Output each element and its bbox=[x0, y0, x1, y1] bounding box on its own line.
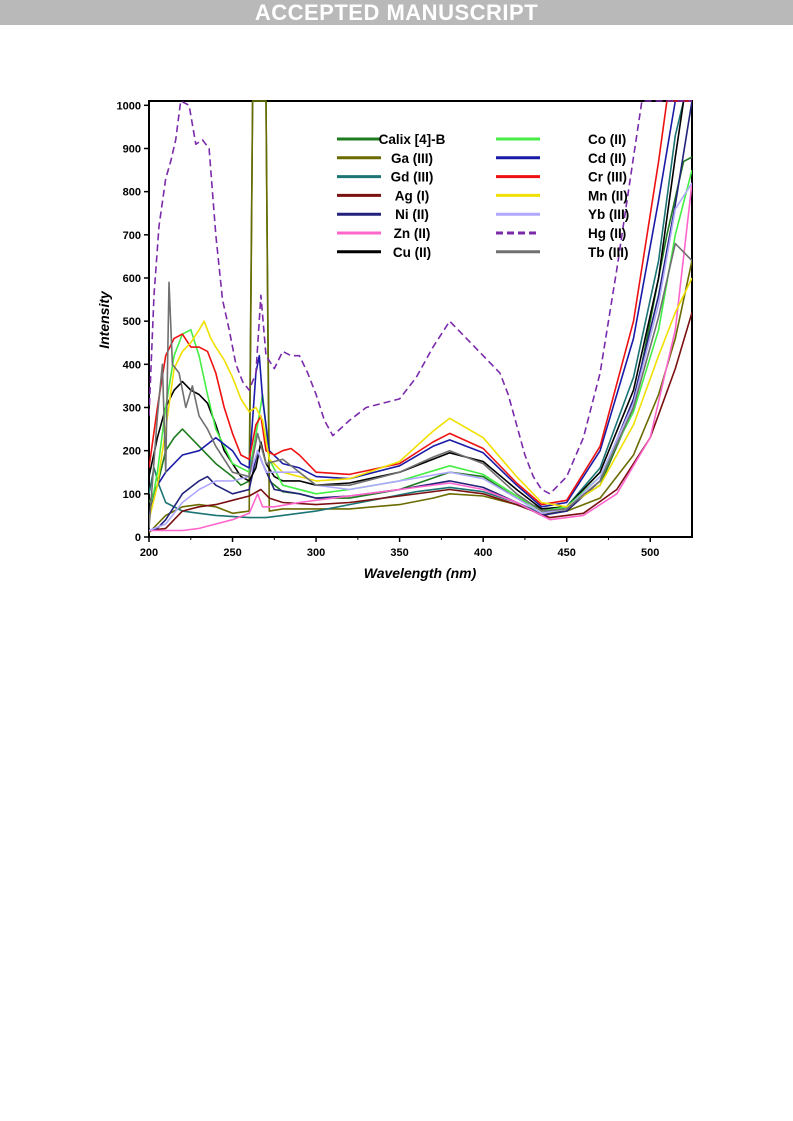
series-line bbox=[149, 182, 692, 532]
legend-label: Ga (III) bbox=[391, 151, 433, 166]
y-tick-label: 0 bbox=[135, 532, 141, 544]
x-tick-label: 500 bbox=[641, 547, 659, 559]
legend-label: Mn (II) bbox=[588, 188, 628, 203]
plot-frame bbox=[148, 100, 693, 538]
legend-label: Yb (III) bbox=[588, 207, 629, 222]
x-tick-label: 200 bbox=[140, 547, 158, 559]
accepted-manuscript-banner: ACCEPTED MANUSCRIPT bbox=[0, 0, 793, 25]
intensity-wavelength-chart: 200 250 300 350 400 450 500 0 100 200 300 400 500 60… bbox=[96, 100, 693, 581]
legend-label: Cu (II) bbox=[393, 245, 431, 260]
legend-label: Cr (III) bbox=[588, 170, 627, 185]
y-tick-label: 500 bbox=[123, 316, 141, 328]
legend-label: Cd (II) bbox=[588, 151, 626, 166]
legend-label: Zn (II) bbox=[394, 226, 431, 241]
series-line bbox=[149, 182, 692, 532]
legend-label: Co (II) bbox=[588, 132, 626, 147]
y-tick-label: 600 bbox=[123, 273, 141, 285]
y-tick-label: 100 bbox=[123, 489, 141, 501]
y-tick-label: 800 bbox=[123, 187, 141, 199]
y-tick-label: 1000 bbox=[117, 100, 141, 112]
series-line bbox=[149, 100, 692, 495]
legend-label: Hg (II) bbox=[588, 226, 626, 241]
legend-label: Ni (II) bbox=[395, 207, 429, 222]
series-line bbox=[149, 100, 692, 506]
x-tick-label: 350 bbox=[390, 547, 408, 559]
y-tick-label: 900 bbox=[123, 143, 141, 155]
legend-label: Ag (I) bbox=[395, 188, 430, 203]
x-tick-label: 250 bbox=[223, 547, 241, 559]
x-tick-label: 400 bbox=[474, 547, 492, 559]
x-tick-label: 450 bbox=[558, 547, 576, 559]
series-line bbox=[149, 100, 692, 534]
y-tick-label: 400 bbox=[123, 359, 141, 371]
y-axis-label: Intensity bbox=[96, 290, 112, 349]
legend-label: Calix [4]-B bbox=[379, 132, 446, 147]
y-tick-label: 200 bbox=[123, 446, 141, 458]
x-axis-label: Wavelength (nm) bbox=[364, 565, 477, 581]
series-line bbox=[149, 312, 692, 532]
y-tick-label: 300 bbox=[123, 402, 141, 414]
x-tick-label: 300 bbox=[307, 547, 325, 559]
series-line bbox=[149, 100, 692, 516]
series-line bbox=[149, 277, 692, 520]
legend-label: Gd (III) bbox=[391, 170, 434, 185]
series-line bbox=[149, 242, 692, 529]
legend-label: Tb (III) bbox=[588, 245, 629, 260]
y-tick-label: 700 bbox=[123, 230, 141, 242]
